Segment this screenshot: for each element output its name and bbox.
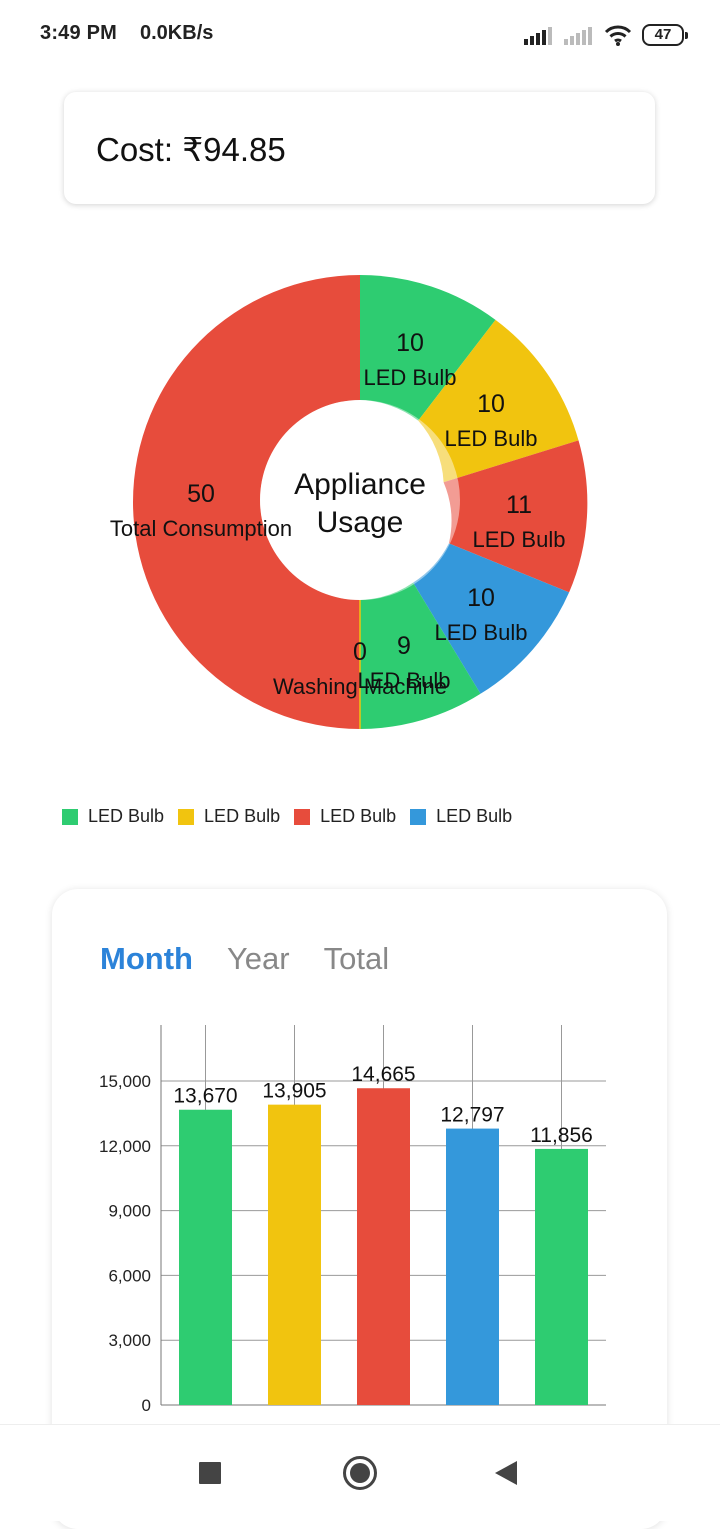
slice-value-7: 50 [187, 480, 215, 508]
recents-square-icon [199, 1462, 221, 1484]
legend-item[interactable]: LED Bulb [410, 806, 512, 827]
slice-value-6: 0 [353, 638, 367, 666]
legend-label: LED Bulb [204, 806, 281, 826]
slice-label-7: Total Consumption [110, 516, 292, 541]
y-tick-label: 9,000 [108, 1202, 151, 1221]
slice-value-5: 9 [397, 632, 411, 660]
legend-label: LED Bulb [320, 806, 397, 826]
donut-inner-ring [260, 400, 460, 600]
bar[interactable] [357, 1088, 410, 1405]
signal-icon [524, 27, 552, 45]
slice-label-5: LED Bulb [358, 668, 451, 693]
legend-label: LED Bulb [88, 806, 165, 826]
y-tick-label: 3,000 [108, 1331, 151, 1350]
donut-slice-led-bulb-4[interactable] [413, 543, 570, 694]
y-tick-label: 0 [142, 1396, 151, 1415]
usage-bar-card: Month Year Total 0 3,000 6,000 9,000 12,000 1… [52, 889, 667, 1529]
slice-label-4: LED Bulb [435, 620, 528, 645]
battery-icon: 47 [642, 24, 688, 46]
legend-swatch [62, 808, 78, 825]
y-tick-label: 15,000 [99, 1072, 151, 1091]
y-tick-label: 6,000 [108, 1266, 151, 1285]
home-circle-icon [343, 1456, 377, 1490]
slice-value-4: 10 [467, 584, 495, 612]
y-tick-label: 12,000 [99, 1137, 151, 1156]
tab-year[interactable]: Year [226, 941, 290, 976]
donut-legend: LED Bulb LED Bulb LED Bulb LED Bulb [62, 806, 512, 827]
donut-center-line1: Appliance [294, 468, 426, 501]
home-button[interactable] [330, 1425, 390, 1521]
slice-value-3: 11 [506, 491, 532, 519]
status-time: 3:49 PM [40, 22, 117, 44]
cost-text: Cost: ₹94.85 [96, 131, 286, 168]
status-bar: 3:49 PM 0.0KB/s 47 [0, 0, 720, 70]
legend-item[interactable]: LED Bulb [62, 806, 164, 827]
legend-item[interactable]: LED Bulb [294, 806, 396, 827]
bar[interactable] [268, 1104, 321, 1405]
bar[interactable] [446, 1128, 499, 1405]
bar-value-label: 12,797 [440, 1104, 504, 1127]
bar-chart: 0 3,000 6,000 9,000 12,000 15,000 13,670 13,905… [99, 1025, 606, 1415]
donut-slice-led-bulb-1[interactable] [360, 275, 496, 421]
legend-label: LED Bulb [436, 806, 513, 826]
slice-value-2: 10 [477, 390, 505, 418]
bar-value-label: 11,856 [530, 1124, 593, 1147]
signal-icon [564, 27, 592, 45]
bar[interactable] [179, 1109, 232, 1405]
tab-month[interactable]: Month [100, 941, 193, 976]
donut-slice-led-bulb-5[interactable] [360, 582, 481, 729]
period-tabs: Month Year Total [100, 941, 389, 977]
legend-item[interactable]: LED Bulb [178, 806, 280, 827]
slice-label-6: Washing Machine [273, 674, 447, 699]
slice-label-2: LED Bulb [445, 426, 538, 451]
appliance-usage-donut: Appliance Usage 10 LED Bulb 10 LED Bulb … [0, 230, 720, 770]
bar-value-label: 14,665 [351, 1063, 415, 1086]
legend-swatch [410, 808, 427, 825]
donut-slice-led-bulb-3[interactable] [443, 440, 588, 593]
donut-center-line2: Usage [317, 506, 404, 539]
donut-slice-total-consumption[interactable] [133, 275, 360, 729]
network-speed: 0.0KB/s [140, 22, 214, 44]
donut-svg: Appliance Usage 10 LED Bulb 10 LED Bulb … [110, 275, 588, 729]
slice-label-3: LED Bulb [473, 527, 566, 552]
slice-value-1: 10 [396, 329, 424, 357]
tab-total[interactable]: Total [323, 941, 390, 976]
legend-swatch [178, 808, 195, 825]
recents-button[interactable] [180, 1425, 240, 1521]
cost-card: Cost: ₹94.85 [64, 92, 655, 204]
navigation-bar [0, 1424, 720, 1521]
legend-swatch [294, 808, 311, 825]
bar[interactable] [535, 1148, 588, 1405]
back-triangle-icon [495, 1461, 517, 1485]
wifi-icon [604, 25, 632, 46]
status-icons: 47 [524, 22, 688, 48]
donut-slice-led-bulb-2[interactable] [418, 319, 579, 483]
bar-value-label: 13,905 [262, 1080, 326, 1103]
back-button[interactable] [476, 1425, 536, 1521]
slice-label-1: LED Bulb [364, 365, 457, 390]
bar-value-label: 13,670 [173, 1085, 237, 1108]
